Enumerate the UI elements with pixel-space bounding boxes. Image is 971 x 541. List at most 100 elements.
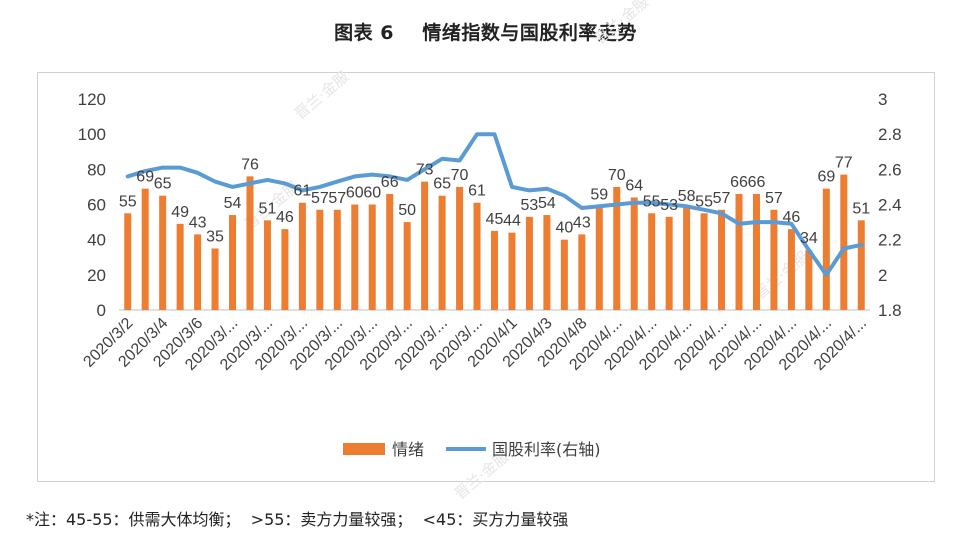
bar-data-label: 66 [730,174,748,191]
bar-mark [333,209,341,310]
bar-data-label: 54 [538,195,556,212]
y-left-tick-label: 60 [87,196,106,215]
y-left-tick-label: 40 [87,231,106,250]
bar-mark [194,234,202,310]
y-right-tick-label: 1.8 [878,301,902,320]
bar-data-label: 35 [206,228,224,245]
bar-mark [805,250,813,310]
bar-data-label: 65 [154,176,172,193]
bar-mark [525,216,533,310]
bar-data-label: 57 [713,190,731,207]
bar-data-label: 40 [555,220,573,237]
bar-data-label: 61 [468,183,486,200]
bar-mark [700,213,708,310]
bar-data-label: 55 [643,193,661,210]
chart-frame [37,72,935,482]
bar-mark [718,209,726,310]
bar-mark [613,186,621,310]
y-left-tick-label: 0 [97,301,106,320]
bar-mark [176,223,184,310]
y-right-tick-label: 2.2 [878,231,902,250]
bar-data-label: 51 [852,200,870,217]
chart-title: 图表 6 情绪指数与国股利率走势 [334,22,637,44]
bar-mark [683,208,691,310]
bar-mark [735,193,743,310]
y-left-tick-label: 100 [78,125,106,144]
bar-data-label: 55 [119,193,137,210]
bar-mark [386,193,394,310]
bar-mark [508,232,516,310]
bar-data-label: 53 [521,197,539,214]
bar-data-label: 46 [276,209,294,226]
bar-data-label: 46 [783,209,801,226]
bar-mark [560,239,568,310]
y-left-tick-label: 120 [78,90,106,109]
bar-mark [263,220,271,310]
bar-data-label: 69 [136,169,154,186]
bar-data-label: 70 [451,167,469,184]
y-right-tick-label: 2 [878,266,887,285]
bar-mark [281,229,289,310]
bar-data-label: 65 [433,176,451,193]
footnote: *注：45-55：供需大体均衡； >55：卖方力量较强； <45：买方力量较强 [26,510,569,529]
bar-data-label: 73 [416,162,434,179]
bar-mark [211,248,219,310]
bar-data-label: 61 [293,183,311,200]
bar-data-label: 34 [800,230,818,247]
y-right-tick-label: 2.4 [878,196,902,215]
rate-line [125,132,864,277]
bar-data-label: 66 [381,174,399,191]
bar-mark [491,230,498,310]
legend-label-bar: 情绪 [392,440,424,459]
bar-mark [229,215,237,310]
bar-data-label: 60 [346,185,364,202]
bar-data-label: 77 [835,155,853,172]
watermark-text: 晋兰·金服 [291,68,352,123]
bar-data-label: 58 [678,188,696,205]
bar-mark [351,204,359,310]
bar-data-label: 57 [328,190,346,207]
bar-mark [578,234,586,310]
watermark-text: 晋兰·金服 [751,248,812,303]
bar-mark [438,195,446,310]
legend-swatch-bar [343,443,385,455]
bar-data-label: 53 [660,197,678,214]
bar-mark [316,209,324,310]
bar-data-label: 55 [695,193,713,210]
bar-mark [665,216,673,310]
bar-data-label: 64 [625,177,643,194]
bar-mark [298,202,306,310]
bar-mark [595,206,603,310]
bar-data-label: 54 [224,195,242,212]
y-left-tick-label: 20 [87,266,106,285]
bar-mark [787,229,795,310]
bar-data-label: 45 [486,211,504,228]
bar-data-label: 70 [608,167,626,184]
y-right-tick-label: 2.6 [878,160,902,179]
bar-data-label: 69 [817,169,835,186]
bar-mark [421,181,429,310]
y-left-tick-label: 80 [87,160,106,179]
bar-mark [630,197,638,310]
bar-mark [648,213,656,310]
bar-data-label: 76 [241,156,259,173]
bar-mark [752,193,760,310]
bar-data-label: 50 [398,202,416,219]
bar-mark [456,186,464,310]
bar-mark [368,204,376,310]
bar-data-label: 59 [590,186,608,203]
bar-mark [473,202,481,310]
bar-data-label: 57 [311,190,329,207]
bar-data-label: 57 [765,190,783,207]
bar-data-label: 66 [748,174,766,191]
y-right-tick-label: 3 [878,90,887,109]
bar-data-label: 43 [573,214,591,231]
bar-data-label: 43 [189,214,207,231]
bar-data-label: 51 [259,200,277,217]
bar-mark [857,220,865,310]
bar-mark [822,188,830,310]
bar-mark [124,213,132,310]
bar-data-label: 44 [503,213,521,230]
bar-data-label: 60 [363,185,381,202]
legend-label-line: 国股利率(右轴) [492,440,601,459]
